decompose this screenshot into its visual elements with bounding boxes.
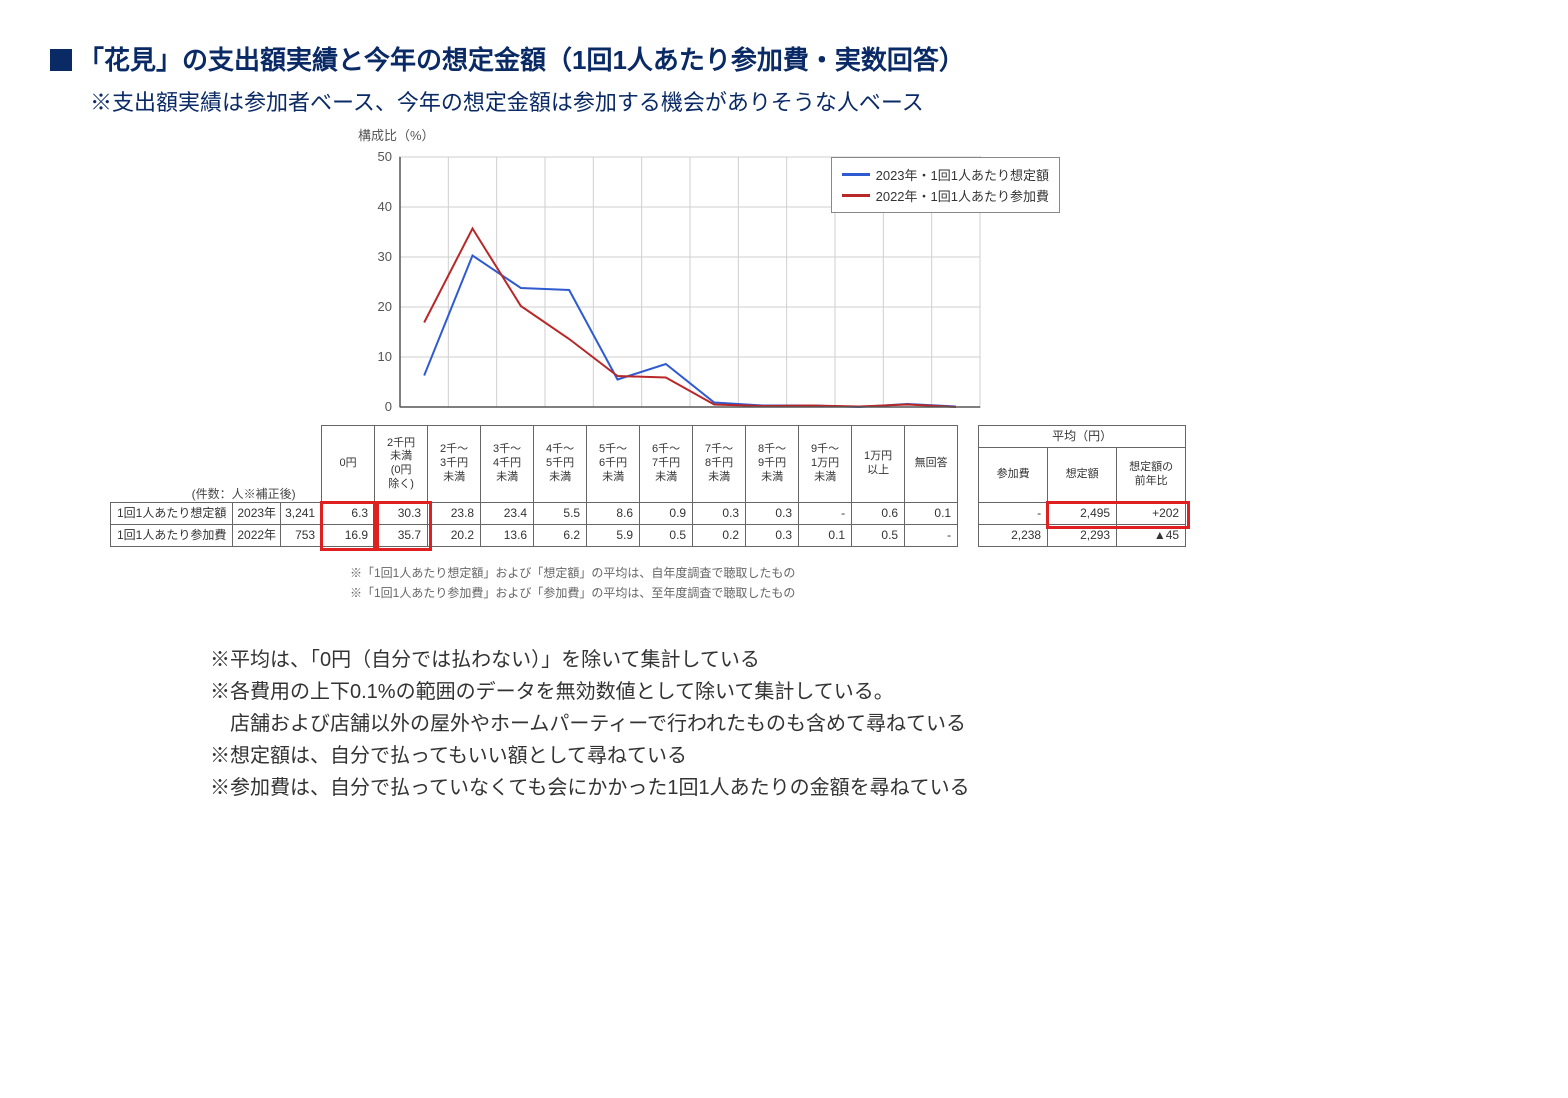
row-n: 3,241 — [281, 503, 322, 525]
cell-value: 0.1 — [905, 503, 958, 525]
category-header: 4千～5千円未満 — [534, 426, 587, 503]
legend-label: 2023年・1回1人あたり想定額 — [876, 165, 1049, 184]
row-year: 2022年 — [233, 525, 281, 547]
avg-header: 想定額 — [1048, 448, 1117, 503]
cell-value: 6.2 — [534, 525, 587, 547]
avg-header: 想定額の前年比 — [1117, 448, 1186, 503]
table-row: 2,2382,293▲45 — [979, 525, 1186, 547]
svg-text:0: 0 — [385, 399, 392, 414]
avg-cell: 2,293 — [1048, 525, 1117, 547]
cell-value: 13.6 — [481, 525, 534, 547]
cell-value: 16.9 — [322, 525, 375, 547]
category-header: 5千～6千円未満 — [587, 426, 640, 503]
svg-text:50: 50 — [378, 149, 392, 164]
footnote-line: ※「1回1人あたり参加費」および「参加費」の平均は、至年度調査で聴取したもの — [350, 583, 1518, 603]
cell-value: 0.1 — [799, 525, 852, 547]
cell-value: 0.5 — [852, 525, 905, 547]
cell-value: 0.9 — [640, 503, 693, 525]
footnote-line: ※各費用の上下0.1%の範囲のデータを無効数値として除いて集計している。 — [210, 676, 1518, 708]
avg-cell: 2,238 — [979, 525, 1048, 547]
footnote-line: 店舗および店舗以外の屋外やホームパーティーで行われたものも含めて尋ねている — [210, 708, 1518, 740]
row-label: 1回1人あたり参加費 — [111, 525, 233, 547]
row-n: 753 — [281, 525, 322, 547]
avg-header: 参加費 — [979, 448, 1048, 503]
category-header: 8千～9千円未満 — [746, 426, 799, 503]
cell-value: 0.5 — [640, 525, 693, 547]
chart-container: 構成比（%） 01020304050 2023年・1回1人あたり想定額2022年… — [350, 147, 1070, 427]
legend-label: 2022年・1回1人あたり参加費 — [876, 186, 1049, 205]
page-title: 「花見」の支出額実績と今年の想定金額（1回1人あたり参加費・実数回答） — [50, 40, 1518, 77]
cell-value: 23.4 — [481, 503, 534, 525]
svg-text:10: 10 — [378, 349, 392, 364]
cell-value: 0.2 — [693, 525, 746, 547]
table-row: 1回1人あたり参加費2022年75316.935.720.213.66.25.9… — [111, 525, 958, 547]
cell-value: 5.9 — [587, 525, 640, 547]
cell-value: 0.3 — [693, 503, 746, 525]
cell-value: 20.2 — [428, 525, 481, 547]
avg-cell: 2,495 — [1048, 503, 1117, 525]
chart-legend: 2023年・1回1人あたり想定額 2022年・1回1人あたり参加費 — [831, 157, 1060, 213]
category-header: 無回答 — [905, 426, 958, 503]
cell-value: 0.6 — [852, 503, 905, 525]
footnote-line: ※想定額は、自分で払ってもいい額として尋ねている — [210, 740, 1518, 772]
cell-value: 8.6 — [587, 503, 640, 525]
category-header: 0円 — [322, 426, 375, 503]
svg-text:20: 20 — [378, 299, 392, 314]
category-header: 1万円以上 — [852, 426, 905, 503]
row-label: 1回1人あたり想定額 — [111, 503, 233, 525]
footnote-line: ※「1回1人あたり想定額」および「想定額」の平均は、自年度調査で聴取したもの — [350, 563, 1518, 583]
category-header: 3千～4千円未満 — [481, 426, 534, 503]
category-header: 9千～1万円未満 — [799, 426, 852, 503]
count-label: (件数：人※補正後) — [192, 485, 296, 502]
footnote-line: ※参加費は、自分で払っていなくても会にかかった1回1人あたりの金額を尋ねている — [210, 772, 1518, 804]
page-subtitle: ※支出額実績は参加者ベース、今年の想定金額は参加する機会がありそうな人ベース — [90, 85, 1518, 117]
title-square-icon — [50, 49, 72, 71]
cell-value: - — [905, 525, 958, 547]
cell-value: 6.3 — [322, 503, 375, 525]
table-row: 1回1人あたり想定額2023年3,2416.330.323.823.45.58.… — [111, 503, 958, 525]
category-header: 2千円未満(0円除く) — [375, 426, 428, 503]
table-row: -2,495+202 — [979, 503, 1186, 525]
cell-value: 0.3 — [746, 503, 799, 525]
row-year: 2023年 — [233, 503, 281, 525]
avg-cell: - — [979, 503, 1048, 525]
chart-ylabel: 構成比（%） — [358, 125, 435, 144]
svg-text:40: 40 — [378, 199, 392, 214]
avg-cell: ▲45 — [1117, 525, 1186, 547]
cell-value: 5.5 — [534, 503, 587, 525]
cell-value: 0.3 — [746, 525, 799, 547]
avg-cell: +202 — [1117, 503, 1186, 525]
cell-value: 30.3 — [375, 503, 428, 525]
category-header: 7千～8千円未満 — [693, 426, 746, 503]
page-footnotes: ※平均は、「0円（自分では払わない）」を除いて集計している※各費用の上下0.1%… — [210, 644, 1518, 804]
title-text: 「花見」の支出額実績と今年の想定金額（1回1人あたり参加費・実数回答） — [78, 45, 965, 75]
category-header: 2千～3千円未満 — [428, 426, 481, 503]
average-table: 平均（円）参加費想定額想定額の前年比-2,495+2022,2382,293▲4… — [978, 425, 1186, 547]
legend-item: 2023年・1回1人あたり想定額 — [842, 164, 1049, 185]
cell-value: 35.7 — [375, 525, 428, 547]
avg-group-header: 平均（円） — [979, 426, 1186, 448]
svg-text:30: 30 — [378, 249, 392, 264]
legend-item: 2022年・1回1人あたり参加費 — [842, 185, 1049, 206]
category-header: 6千～7千円未満 — [640, 426, 693, 503]
cell-value: - — [799, 503, 852, 525]
cell-value: 23.8 — [428, 503, 481, 525]
footnote-line: ※平均は、「0円（自分では払わない）」を除いて集計している — [210, 644, 1518, 676]
chart-footnotes: ※「1回1人あたり想定額」および「想定額」の平均は、自年度調査で聴取したもの※「… — [350, 563, 1518, 604]
